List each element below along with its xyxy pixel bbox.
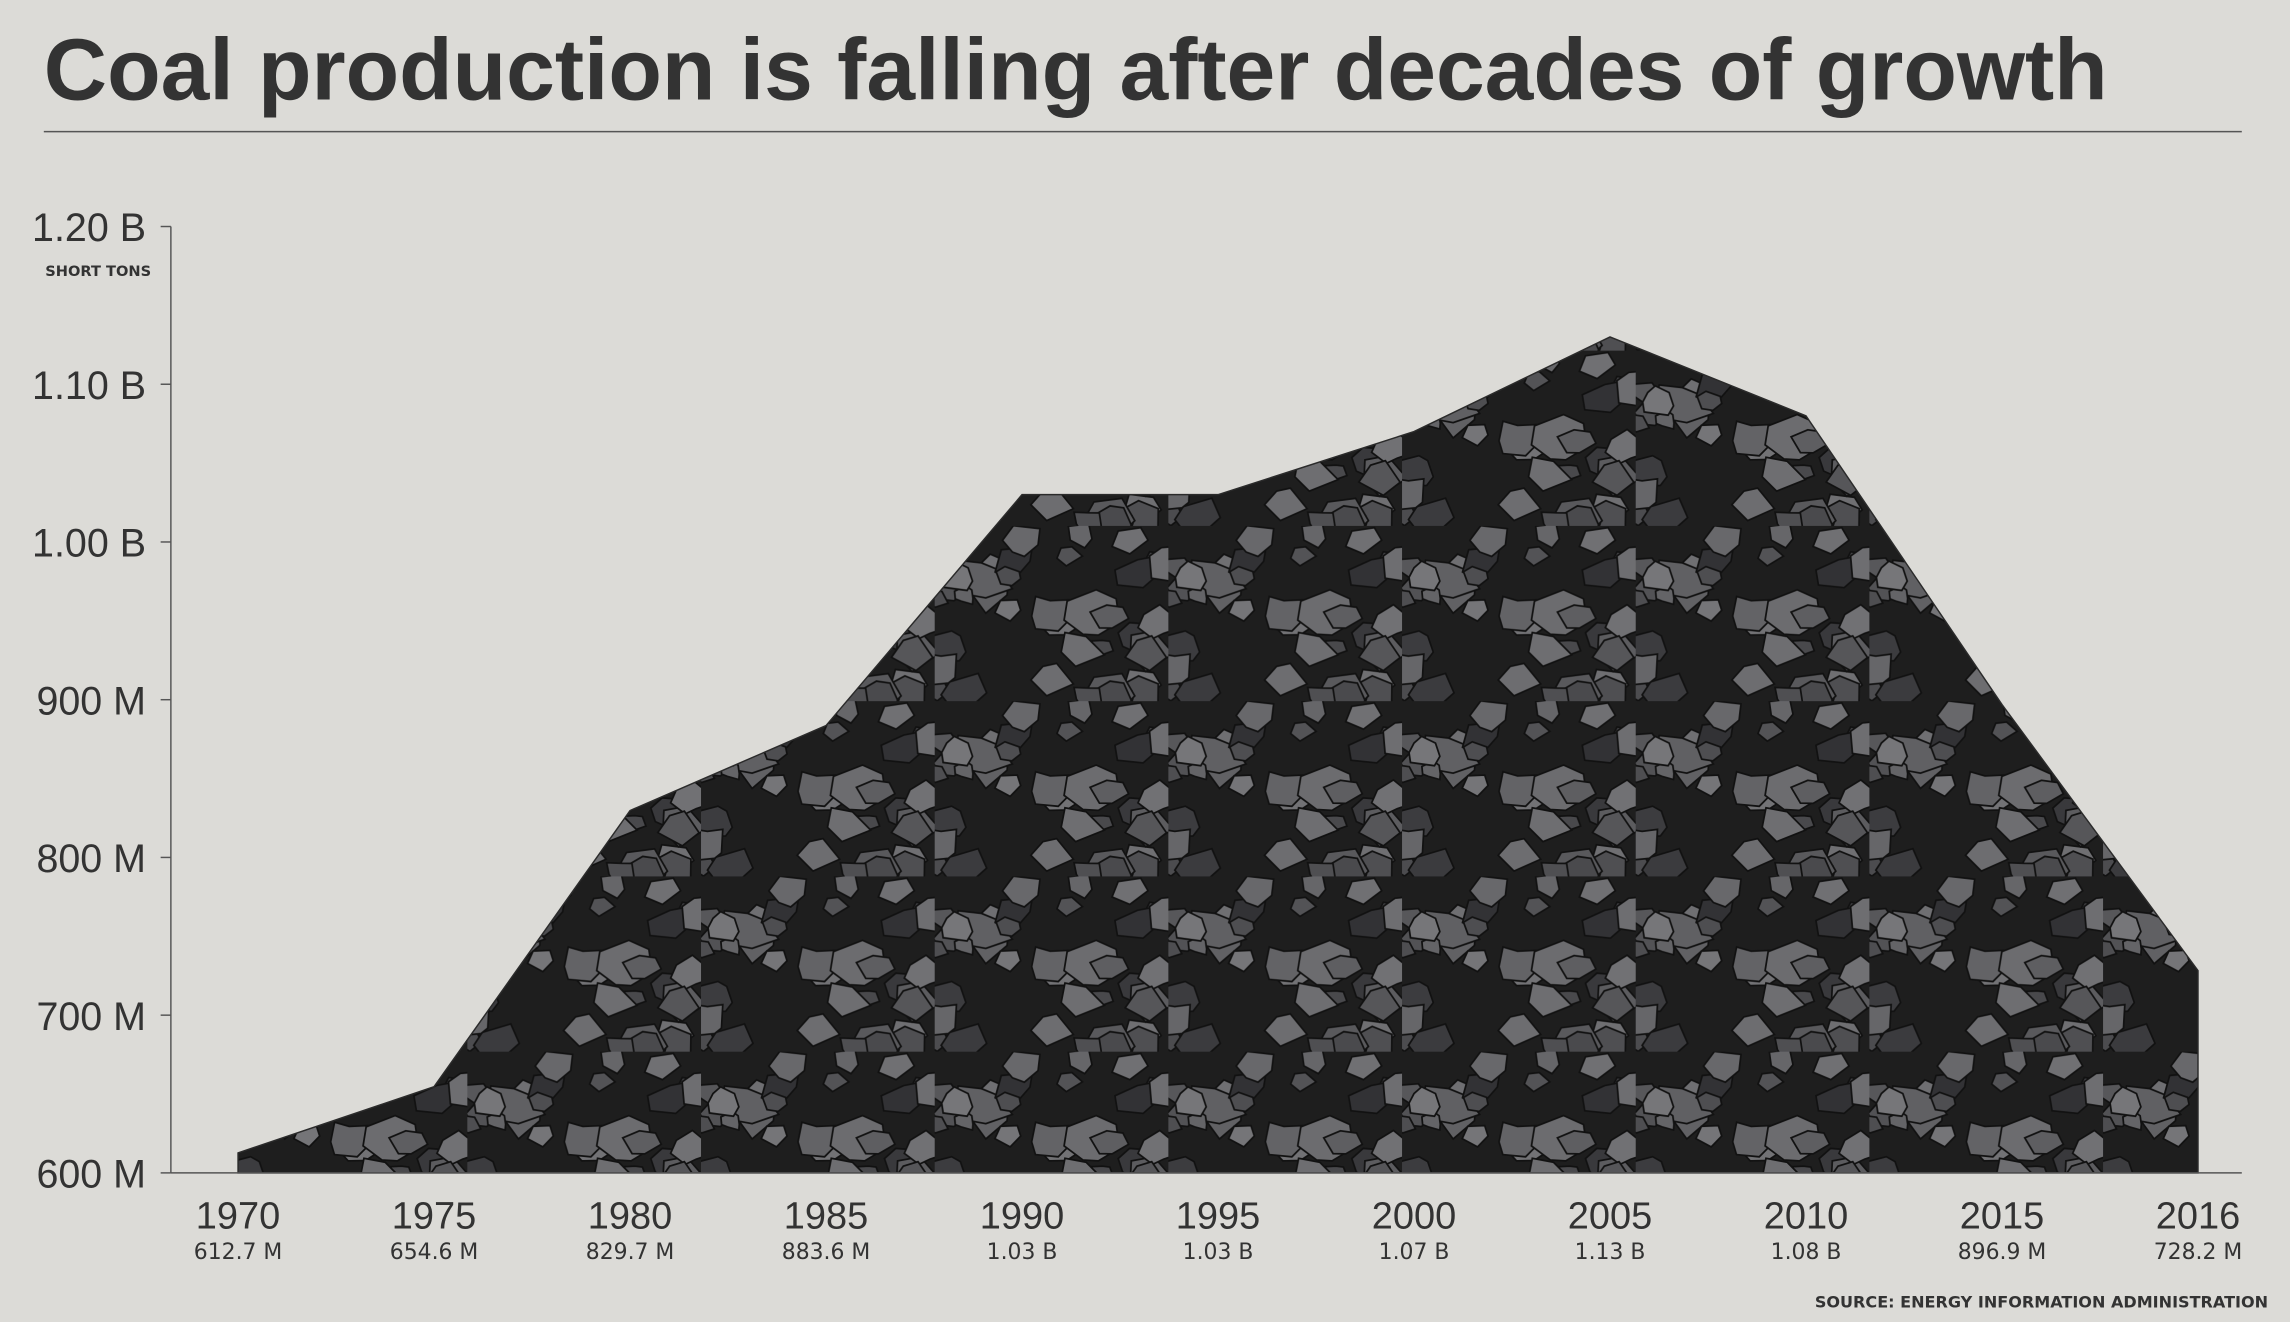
value-label: 1.03 B [987,1240,1058,1265]
x-tick-label: 2015 [1960,1195,2044,1237]
y-tick-label: 1.00 B [32,522,146,566]
value-label: 654.6 M [390,1240,479,1265]
x-tick-label: 1995 [1176,1195,1260,1237]
value-label: 896.9 M [1958,1240,2047,1265]
y-tick-label: 800 M [36,837,146,881]
x-tick-label: 1990 [980,1195,1064,1237]
x-tick-label: 1970 [196,1195,280,1237]
area [237,336,2199,1174]
value-label: 829.7 M [586,1240,675,1265]
value-label: 1.08 B [1771,1240,1842,1265]
y-tick-label: 1.20 B [32,206,146,250]
y-tick-label: 900 M [36,679,146,723]
value-label: 612.7 M [194,1240,283,1265]
plot: 600 M 700 M 800 M 900 M 1.00 B 1.10 B 1.20 B 19… [32,206,2242,1265]
y-tick-label: 1.10 B [32,364,146,408]
y-tick-label: 600 M [36,1152,146,1196]
x-tick-label: 1980 [588,1195,672,1237]
value-label: 1.03 B [1183,1240,1254,1265]
value-label: 883.6 M [782,1240,871,1265]
value-label: 728.2 M [2154,1240,2243,1265]
x-tick-label: 1975 [392,1195,476,1237]
x-tick-label: 2000 [1372,1195,1456,1237]
x-tick-label: 2010 [1764,1195,1848,1237]
y-axis-label: SHORT TONS [45,263,151,280]
x-tick-label: 2016 [2156,1195,2240,1237]
x-tick-label: 2005 [1568,1195,1652,1237]
value-label: 1.13 B [1575,1240,1646,1265]
value-label: 1.07 B [1379,1240,1450,1265]
x-tick-label: 1985 [784,1195,868,1237]
chart-title: Coal production is falling after decades… [44,20,2108,118]
source: SOURCE: ENERGY INFORMATION ADMINISTRATIO… [1815,1292,2268,1311]
y-tick-label: 700 M [36,995,146,1039]
